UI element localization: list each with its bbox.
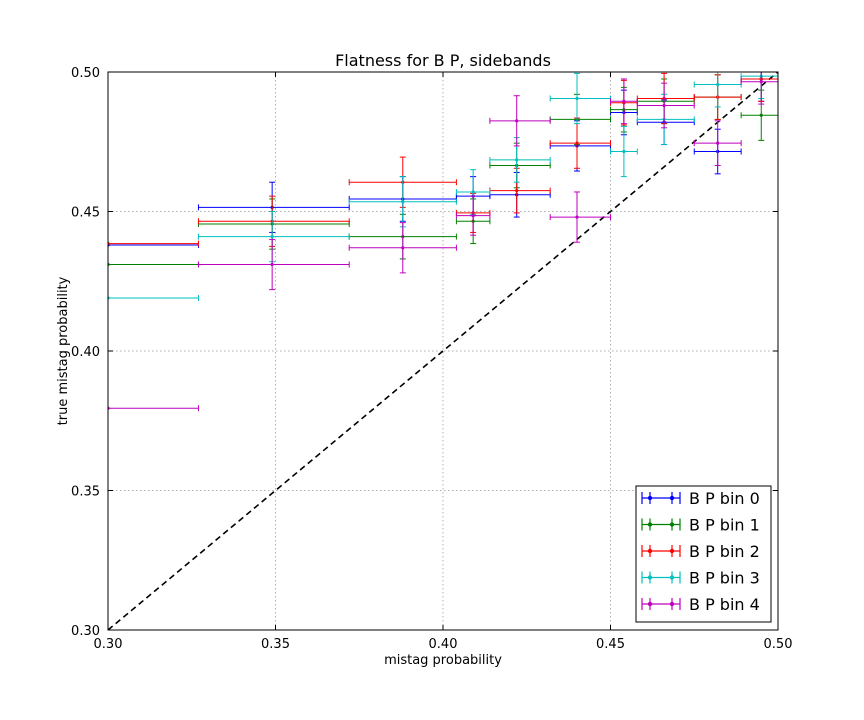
data-point: [515, 119, 519, 123]
grid: [108, 72, 778, 630]
data-point: [716, 141, 720, 145]
x-tick-label: 0.45: [596, 637, 625, 652]
legend-swatch-marker: [669, 495, 675, 501]
legend-label: B P bin 2: [689, 542, 760, 561]
legend-label: B P bin 4: [689, 595, 760, 614]
legend-swatch-marker: [669, 575, 675, 580]
legend-swatch-marker: [647, 522, 653, 527]
data-point: [515, 158, 519, 162]
legend-item-4: B P bin 4: [641, 595, 760, 614]
legend-swatch-marker: [647, 548, 653, 554]
legend-swatch-marker: [647, 575, 653, 580]
y-tick-label: 0.50: [71, 66, 100, 81]
data-point: [575, 215, 579, 219]
data-point: [662, 103, 666, 108]
data-point: [471, 214, 475, 218]
legend-box: [635, 485, 772, 623]
x-tick-label: 0.50: [764, 637, 793, 652]
series-4: [108, 72, 778, 412]
legend-swatch-marker: [669, 522, 675, 527]
data-point: [471, 190, 475, 194]
chart-title: Flatness for B P, sidebands: [335, 51, 551, 70]
data-point: [575, 141, 579, 145]
y-tick-label: 0.30: [71, 624, 100, 639]
data-point: [759, 80, 763, 84]
x-tick-label: 0.40: [429, 637, 458, 652]
legend: B P bin 0 B P bin 1 B P bin 2 B P bin 3 B P …: [635, 485, 772, 623]
diagonal-reference: [107, 71, 779, 631]
legend-swatch-marker: [647, 601, 653, 607]
legend-item-1: B P bin 1: [641, 516, 760, 535]
legend-swatch-marker: [669, 601, 675, 607]
legend-item-2: B P bin 2: [641, 542, 760, 561]
data-point: [270, 262, 274, 267]
legend-label: B P bin 3: [689, 569, 760, 588]
y-tick-label: 0.35: [71, 485, 100, 500]
data-point: [401, 246, 405, 250]
legend-label: B P bin 0: [689, 489, 760, 508]
series-group: [108, 72, 778, 412]
legend-label: B P bin 1: [689, 516, 760, 535]
x-tick-label: 0.30: [94, 637, 123, 652]
data-point: [401, 200, 405, 204]
legend-swatch-marker: [669, 548, 675, 554]
data-point: [622, 99, 626, 103]
legend-swatch-marker: [647, 495, 653, 501]
legend-item-3: B P bin 3: [641, 569, 760, 588]
data-point: [575, 96, 579, 101]
y-tick-label: 0.40: [71, 345, 100, 360]
diagonal-dashed-line: [107, 71, 779, 631]
data-point: [515, 188, 519, 193]
axis-ticks: 0.30 0.35 0.40 0.45 0.50 0.30 0.35 0.40 0.45 0.50: [71, 66, 792, 652]
x-axis-label: mistag probability: [384, 653, 502, 668]
data-point: [270, 235, 274, 239]
y-axis-label: true mistag probability: [56, 276, 71, 425]
y-tick-label: 0.45: [71, 206, 100, 221]
data-point: [622, 149, 626, 154]
legend-item-0: B P bin 0: [641, 489, 760, 508]
data-point: [716, 82, 720, 87]
data-point: [759, 113, 763, 117]
x-tick-label: 0.35: [261, 637, 290, 652]
